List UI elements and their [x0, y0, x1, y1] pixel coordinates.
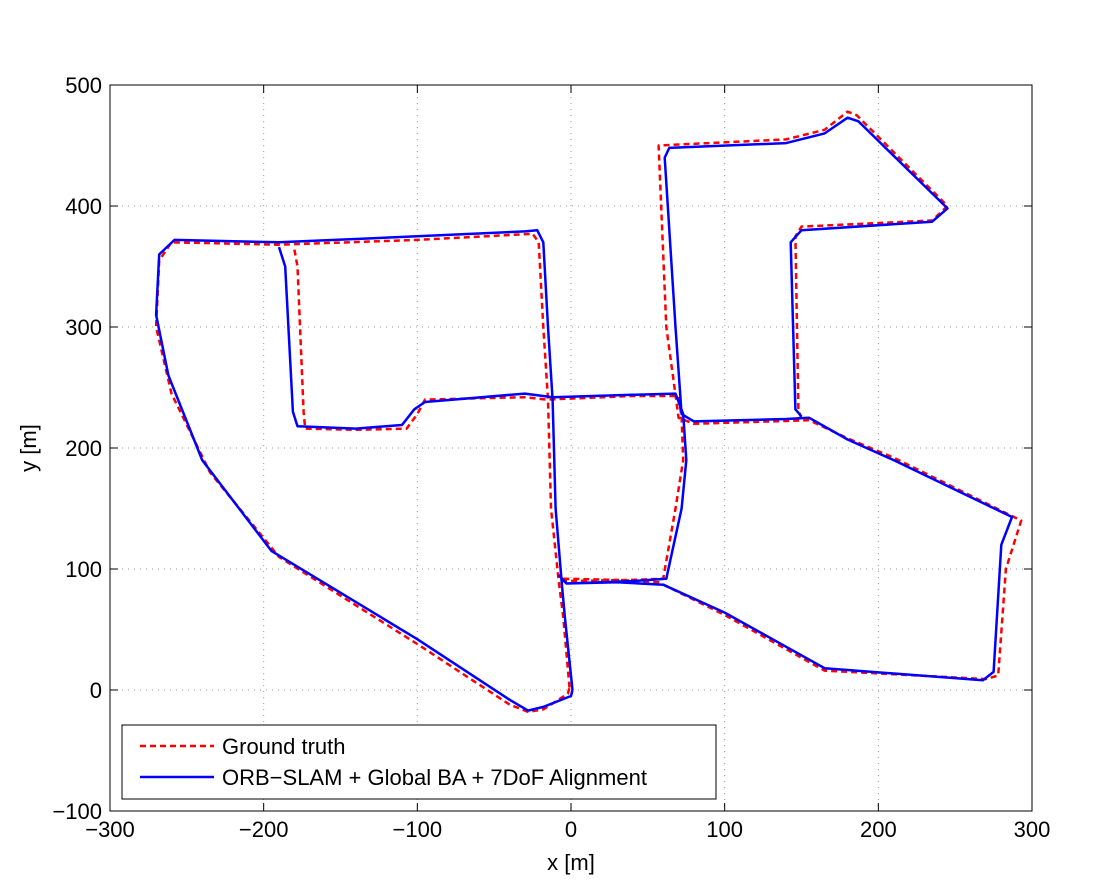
x-tick-label: −300	[85, 817, 135, 842]
x-axis-label: x [m]	[547, 850, 595, 875]
y-tick-label: 100	[65, 557, 102, 582]
y-tick-label: 0	[90, 678, 102, 703]
series-line	[154, 116, 1014, 712]
y-axis-label: y [m]	[16, 424, 41, 472]
y-tick-label: 300	[65, 315, 102, 340]
x-tick-label: 100	[706, 817, 743, 842]
y-tick-label: 500	[65, 73, 102, 98]
legend-label: Ground truth	[222, 734, 346, 759]
y-tick-label: −100	[52, 799, 102, 824]
y-tick-label: 400	[65, 194, 102, 219]
y-tick-label: 200	[65, 436, 102, 461]
plot-frame	[109, 84, 1033, 812]
series-line	[154, 110, 1023, 714]
x-tick-label: −200	[239, 817, 289, 842]
legend-label: ORB−SLAM + Global BA + 7DoF Alignment	[222, 765, 647, 790]
x-tick-label: −100	[393, 817, 443, 842]
x-tick-label: 0	[565, 817, 577, 842]
x-tick-label: 200	[860, 817, 897, 842]
x-tick-label: 300	[1014, 817, 1051, 842]
legend-box	[121, 724, 717, 800]
